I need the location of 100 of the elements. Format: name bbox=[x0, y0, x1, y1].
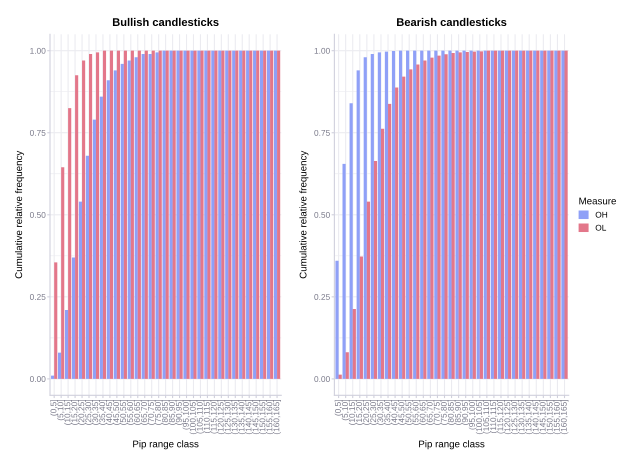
bar bbox=[398, 50, 402, 379]
x-tick-label: (100,105] bbox=[476, 400, 484, 434]
x-tick-label: (70,75] bbox=[148, 400, 156, 425]
bar bbox=[225, 50, 228, 379]
bar bbox=[423, 60, 426, 379]
x-tick-label: (60,65] bbox=[419, 400, 428, 425]
bar bbox=[218, 50, 222, 379]
bar bbox=[466, 52, 469, 379]
bar bbox=[169, 50, 173, 379]
bar bbox=[402, 76, 406, 379]
bar bbox=[550, 50, 554, 379]
bar bbox=[207, 50, 211, 379]
bar bbox=[102, 50, 106, 379]
y-tick-label: 1.00 bbox=[30, 48, 46, 54]
x-tick-label: (125,130] bbox=[224, 400, 232, 434]
x-tick-label: (100,105] bbox=[190, 400, 198, 434]
bar bbox=[518, 50, 522, 379]
bar bbox=[64, 310, 68, 379]
x-tick-label: (130,135] bbox=[518, 400, 526, 434]
x-tick-label: (85,90] bbox=[168, 400, 176, 425]
bar bbox=[86, 156, 90, 379]
bar bbox=[116, 50, 120, 379]
y-tick-label: 0.50 bbox=[30, 212, 46, 218]
bar bbox=[183, 50, 187, 379]
x-tick-label: (95,100] bbox=[182, 400, 190, 430]
bar bbox=[455, 50, 459, 379]
bar bbox=[378, 52, 381, 379]
bar bbox=[557, 50, 561, 379]
bar bbox=[54, 262, 58, 379]
bar bbox=[172, 50, 176, 379]
bar bbox=[130, 50, 134, 379]
x-tick-label: (30,35] bbox=[92, 400, 100, 425]
bar bbox=[533, 50, 536, 379]
bar bbox=[360, 256, 363, 379]
bar bbox=[564, 50, 568, 379]
bar bbox=[526, 50, 530, 379]
bar bbox=[204, 50, 208, 379]
bar bbox=[561, 50, 565, 379]
y-tick-label: 0.25 bbox=[314, 294, 330, 300]
bar bbox=[232, 50, 236, 379]
bar bbox=[406, 50, 410, 379]
bar bbox=[190, 50, 194, 379]
bar bbox=[413, 50, 416, 379]
bar bbox=[256, 50, 260, 379]
bar bbox=[235, 50, 238, 379]
x-tick-label: (40,45] bbox=[391, 400, 399, 425]
x-tick-label: (160,165] bbox=[273, 400, 281, 434]
bar bbox=[200, 50, 204, 379]
x-tick-label: (15,20] bbox=[356, 400, 364, 425]
x-axis-title: Pip range class bbox=[133, 440, 199, 450]
x-tick-label: (35,40] bbox=[99, 400, 107, 425]
bar bbox=[366, 202, 370, 379]
bar bbox=[221, 50, 224, 379]
x-tick-label: (160,165] bbox=[560, 400, 568, 434]
bar bbox=[253, 50, 256, 379]
legend-title: Measure bbox=[579, 198, 616, 204]
x-tick-label: (50,55] bbox=[120, 400, 128, 425]
x-tick-label: (125,130] bbox=[511, 400, 519, 434]
bar bbox=[392, 51, 396, 379]
bar bbox=[356, 70, 360, 379]
bar bbox=[263, 50, 266, 379]
bar bbox=[498, 50, 501, 379]
y-tick-label: 0.75 bbox=[30, 130, 46, 136]
y-tick-label: 1.00 bbox=[314, 48, 330, 54]
x-tick-label: (115,120] bbox=[210, 400, 218, 434]
bar bbox=[100, 96, 103, 379]
x-tick-label: (5,10] bbox=[57, 400, 66, 420]
x-tick-label: (140,145] bbox=[532, 400, 540, 434]
bar bbox=[484, 50, 487, 379]
x-tick-label: (80,85] bbox=[448, 400, 456, 425]
bar bbox=[110, 50, 114, 379]
x-tick-label: (85,90] bbox=[454, 400, 463, 425]
x-tick-label: (130,135] bbox=[231, 400, 240, 434]
bar bbox=[211, 50, 214, 379]
x-tick-label: (75,80] bbox=[440, 400, 448, 425]
x-tick-label: (5,10] bbox=[342, 400, 350, 420]
bar bbox=[246, 50, 250, 379]
x-tick-label: (10,15] bbox=[64, 400, 72, 425]
bar bbox=[162, 50, 166, 379]
x-tick-label: (105,110] bbox=[196, 400, 204, 434]
x-tick-label: (90,95] bbox=[462, 400, 470, 425]
bar bbox=[529, 50, 532, 379]
bar bbox=[338, 374, 342, 379]
bar bbox=[58, 352, 62, 379]
x-tick-label: (30,35] bbox=[377, 400, 385, 425]
x-tick-label: (45,50] bbox=[398, 400, 406, 425]
x-tick-label: (155,160] bbox=[554, 400, 562, 434]
y-tick-label: 0.25 bbox=[30, 294, 46, 300]
bar bbox=[476, 50, 480, 379]
bar bbox=[89, 54, 92, 379]
bar bbox=[158, 50, 162, 379]
bar bbox=[186, 50, 190, 379]
x-tick-label: (65,70] bbox=[426, 400, 434, 425]
x-tick-label: (80,85] bbox=[162, 400, 170, 425]
bar bbox=[242, 50, 246, 379]
x-tick-label: (15,20] bbox=[71, 400, 79, 425]
bar bbox=[448, 50, 452, 379]
x-tick-label: (150,155] bbox=[259, 400, 268, 434]
x-tick-label: (55,60] bbox=[126, 400, 135, 425]
y-axis-title: Cumulative relative frequency bbox=[299, 150, 308, 278]
